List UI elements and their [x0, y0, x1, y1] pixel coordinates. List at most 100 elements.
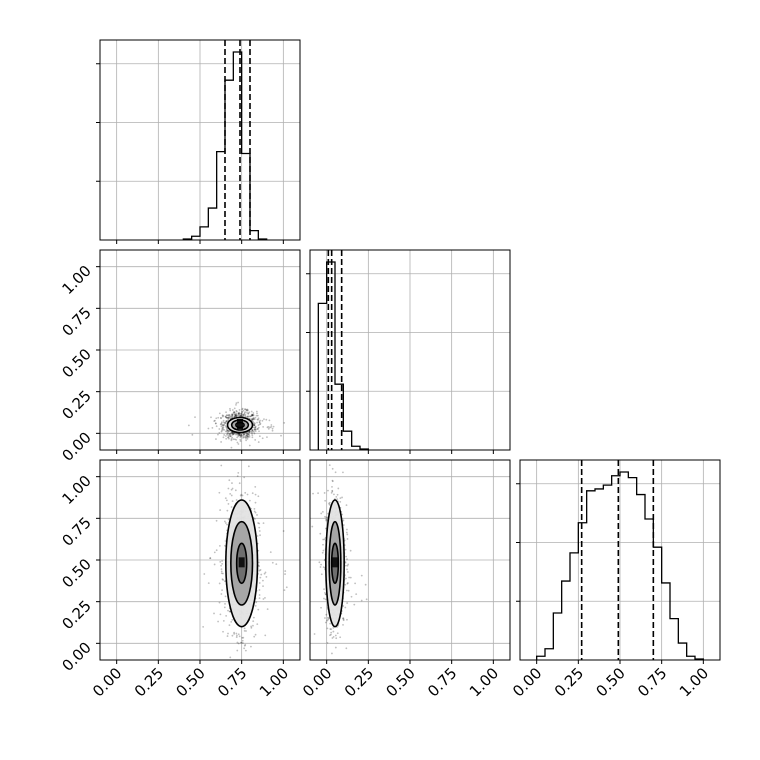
scatter-point [218, 544, 221, 547]
scatter-point [342, 519, 345, 522]
scatter-point [230, 494, 233, 497]
scatter-point [258, 421, 261, 423]
scatter-point [246, 408, 249, 411]
scatter-point [224, 422, 227, 425]
scatter-panel-2-1: 0.00 0.25 0.50 0.75 1.00 [299, 435, 511, 728]
scatter-point [236, 433, 239, 436]
scatter-point [232, 433, 235, 436]
scatter-point [255, 414, 258, 417]
scatter-point [324, 499, 327, 502]
scatter-point [328, 503, 331, 506]
scatter-point [241, 434, 243, 437]
scatter-point [271, 561, 274, 564]
scatter-point [262, 598, 265, 600]
histogram-panel-0 [96, 39, 301, 244]
scatter-point [328, 502, 330, 505]
scatter-point [251, 429, 254, 431]
scatter-point [312, 492, 314, 495]
scatter-point [224, 497, 227, 500]
scatter-point [337, 435, 339, 437]
scatter-point [191, 433, 194, 436]
scatter-point [234, 413, 237, 416]
scatter-point [245, 630, 247, 632]
scatter-point [271, 427, 274, 430]
scatter-point [236, 441, 239, 444]
scatter-point [211, 426, 214, 429]
scatter-point [229, 409, 232, 412]
scatter-point [240, 413, 243, 416]
x-tick-label: 1.00 [676, 664, 712, 700]
scatter-point [221, 563, 224, 565]
scatter-point [245, 434, 247, 437]
scatter-point [246, 437, 249, 440]
scatter-cloud [187, 401, 286, 449]
scatter-point [251, 429, 254, 432]
scatter-point [228, 437, 230, 440]
scatter-point [244, 491, 247, 494]
scatter-point [321, 511, 324, 513]
scatter-point [233, 415, 236, 418]
scatter-point [349, 549, 352, 552]
scatter-point [244, 408, 247, 411]
scatter-point [258, 597, 261, 600]
scatter-point [328, 689, 330, 691]
scatter-point [240, 433, 243, 436]
scatter-point [257, 522, 260, 524]
scatter-point [334, 634, 337, 637]
y-tick-label: 0.75 [58, 513, 94, 549]
scatter-point [231, 414, 234, 417]
scatter-point [223, 520, 226, 523]
scatter-point [239, 436, 242, 439]
scatter-point [229, 407, 231, 410]
scatter-point [207, 427, 210, 430]
scatter-point [237, 412, 240, 415]
scatter-point [346, 571, 349, 573]
scatter-point [256, 623, 259, 626]
scatter-point [246, 493, 249, 496]
scatter-point [325, 518, 328, 521]
scatter-point [253, 428, 256, 431]
scatter-point [264, 596, 266, 599]
scatter-point [258, 423, 261, 426]
scatter-point [194, 416, 196, 419]
scatter-point [336, 726, 338, 728]
scatter-point [252, 422, 255, 424]
scatter-point [239, 434, 242, 437]
scatter-point [213, 551, 216, 554]
scatter-point [346, 533, 349, 536]
scatter-point [257, 417, 260, 420]
scatter-point [233, 414, 236, 416]
scatter-point [240, 413, 242, 415]
scatter-point [244, 408, 246, 410]
scatter-point [268, 419, 271, 422]
scatter-point [253, 424, 256, 427]
scatter-point [318, 561, 321, 564]
scatter-point [345, 577, 347, 580]
scatter-point [262, 425, 265, 428]
scatter-point [346, 538, 349, 540]
scatter-point [231, 634, 234, 637]
scatter-point [226, 414, 229, 417]
scatter-point [236, 649, 239, 652]
scatter-point [257, 495, 260, 498]
scatter-point [253, 635, 256, 638]
scatter-point [218, 412, 221, 415]
scatter-point [243, 413, 246, 415]
scatter-point [258, 582, 261, 584]
scatter-point [269, 551, 272, 554]
scatter-point [235, 632, 238, 635]
scatter-point [247, 415, 249, 418]
histogram-panel-2: 0.00 0.25 0.50 0.75 1.00 [509, 459, 721, 700]
scatter-point [325, 519, 328, 522]
scatter-point [221, 426, 224, 429]
scatter-point [238, 412, 241, 415]
scatter-point [251, 414, 254, 417]
scatter-point [344, 561, 347, 564]
scatter-point [311, 525, 314, 528]
scatter-point [257, 441, 260, 443]
scatter-point [256, 418, 259, 421]
scatter-point [227, 429, 229, 432]
scatter-point [252, 417, 255, 420]
scatter-point [324, 591, 326, 594]
scatter-point [349, 576, 352, 579]
